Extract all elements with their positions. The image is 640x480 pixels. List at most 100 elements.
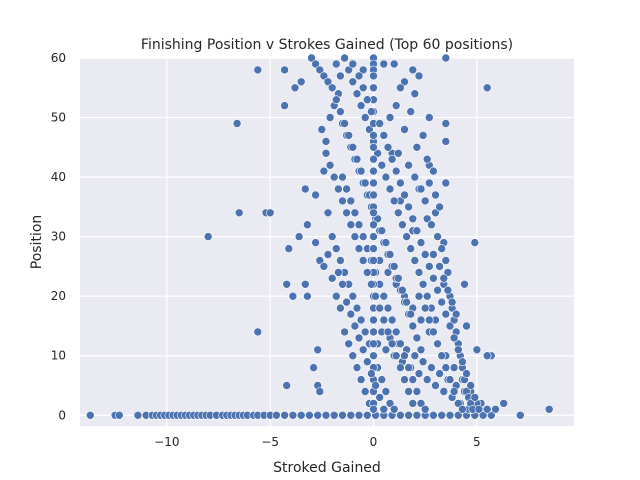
data-point (379, 59, 389, 69)
data-point (470, 393, 480, 402)
data-point (133, 410, 143, 420)
data-point (393, 208, 403, 218)
data-point (369, 208, 378, 218)
data-point (414, 291, 424, 301)
data-point (369, 131, 378, 140)
data-point (377, 226, 387, 235)
data-point (416, 238, 426, 247)
data-point (311, 190, 320, 200)
chart-title: Finishing Position v Strokes Gained (Top… (141, 37, 513, 53)
data-point (319, 71, 329, 81)
data-point (406, 309, 416, 319)
data-point (458, 357, 467, 367)
data-point (348, 77, 358, 87)
data-point (327, 232, 337, 241)
data-point (344, 339, 354, 349)
data-point (282, 381, 292, 390)
data-point (352, 154, 362, 164)
data-point (319, 166, 329, 176)
data-point (398, 285, 407, 295)
data-point (381, 387, 391, 396)
x-tick-label: −5 (261, 435, 279, 449)
data-point (393, 273, 403, 283)
data-point (412, 333, 422, 343)
data-point (449, 387, 459, 396)
data-point (369, 244, 378, 253)
data-point (422, 291, 432, 301)
data-point (396, 178, 405, 188)
data-point (280, 410, 289, 420)
data-point (435, 202, 444, 212)
data-point (408, 65, 418, 75)
data-point (296, 410, 306, 420)
data-point (404, 363, 413, 372)
data-point (396, 410, 405, 420)
data-point (470, 238, 480, 247)
y-tick-label: 20 (51, 289, 66, 303)
data-point (334, 184, 343, 194)
data-point (350, 208, 360, 218)
data-point (389, 59, 399, 69)
data-point (441, 178, 451, 188)
data-point (414, 268, 424, 277)
data-point (383, 268, 393, 277)
data-point (443, 268, 453, 277)
x-axis-label: Stroked Gained (273, 460, 381, 476)
data-point (420, 196, 430, 206)
data-point (404, 410, 413, 420)
data-point (400, 190, 409, 200)
data-point (424, 262, 434, 271)
data-point (383, 143, 393, 152)
data-point (284, 244, 294, 253)
data-point (282, 279, 292, 289)
data-point (420, 404, 430, 414)
data-point (410, 256, 420, 265)
data-point (416, 184, 426, 194)
data-point (396, 363, 405, 372)
data-point (486, 410, 496, 420)
data-point (317, 125, 327, 134)
data-point (358, 83, 368, 93)
data-point (325, 113, 335, 122)
data-point (381, 172, 391, 182)
data-point (381, 345, 391, 355)
data-point (265, 208, 275, 218)
data-point (352, 363, 362, 372)
y-tick-label: 10 (51, 349, 66, 363)
data-point (375, 119, 385, 128)
data-point (369, 143, 378, 152)
data-point (412, 387, 422, 396)
data-point (429, 166, 438, 176)
data-point (313, 345, 323, 355)
data-point (354, 71, 364, 81)
data-point (362, 357, 372, 367)
data-point (356, 315, 366, 325)
data-point (385, 399, 395, 408)
data-point (429, 410, 438, 420)
data-point (379, 291, 389, 301)
data-point (453, 399, 463, 408)
data-point (338, 410, 347, 420)
data-point (437, 297, 447, 307)
data-point (344, 65, 354, 75)
data-point (348, 291, 358, 301)
data-point (327, 83, 337, 93)
data-point (418, 279, 428, 289)
data-point (466, 381, 476, 390)
data-point (346, 220, 356, 229)
data-point (462, 369, 471, 378)
data-point (422, 154, 432, 164)
data-point (329, 172, 339, 182)
data-point (288, 410, 298, 420)
data-point (311, 238, 320, 247)
data-point (383, 327, 393, 337)
data-point (515, 410, 525, 420)
data-point (431, 381, 440, 390)
data-point (338, 196, 347, 206)
data-point (420, 250, 430, 259)
data-point (404, 202, 413, 212)
data-point (451, 309, 461, 319)
data-point (433, 232, 442, 241)
data-point (331, 59, 341, 69)
data-point (379, 404, 389, 414)
